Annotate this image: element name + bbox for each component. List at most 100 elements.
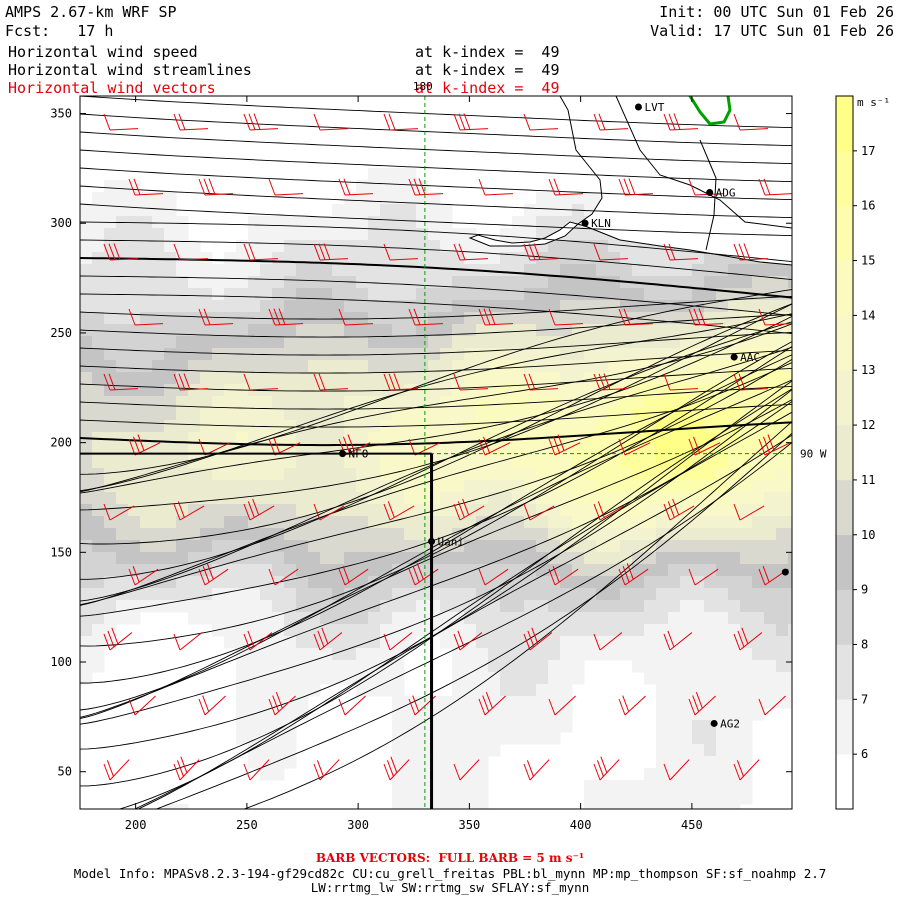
colorbar-bin (836, 370, 853, 426)
wind-barb (688, 436, 721, 456)
field-level-streamlines: at k-index = 49 (415, 61, 560, 79)
plot-frame (79, 95, 793, 810)
colorbar-bin (836, 315, 853, 371)
station-label: Uani (438, 535, 465, 548)
wind-barb (733, 627, 763, 651)
y-tick-label: 350 (50, 107, 72, 121)
wind-barb (103, 373, 138, 391)
colorbar-unit: m s⁻¹ (857, 96, 890, 109)
model-info-physics: LW:rrtmg_lw SW:rrtmg_sw SFLAY:sf_mynn (310, 880, 590, 895)
wind-barb (383, 113, 418, 131)
streamline (243, 421, 792, 809)
wind-barb (593, 373, 628, 391)
streamline (80, 346, 792, 602)
streamline (80, 303, 792, 545)
wind-barb (618, 308, 653, 326)
colorbar-tick-label: 16 (861, 199, 875, 213)
wind-barb (688, 568, 719, 586)
wind-barb (758, 434, 791, 456)
wind-barb (548, 308, 583, 326)
streamline (80, 239, 792, 281)
land-mass (468, 96, 792, 266)
streamline (80, 149, 792, 183)
x-tick-label: 450 (681, 818, 703, 832)
wind-barb (103, 113, 138, 131)
station-label: AG2 (720, 717, 740, 730)
colorbar: 6 7 8 9 10 11 12 13 14 15 16 17 m s⁻¹ (835, 95, 890, 810)
wind-barb (593, 756, 620, 781)
wind-barb (523, 373, 558, 391)
streamline (80, 331, 792, 356)
wind-barb (733, 503, 765, 521)
wind-barb (173, 243, 208, 261)
wind-barb (408, 178, 443, 196)
wind-barb (268, 568, 299, 586)
colorbar-tick-label: 7 (861, 692, 868, 706)
colorbar-tick-label: 8 (861, 637, 868, 651)
wind-barb (338, 308, 373, 326)
wind-barb (478, 178, 513, 196)
wind-barb (198, 695, 226, 716)
y-tick-label: 250 (50, 326, 72, 340)
wind-barb (758, 308, 792, 326)
streamline (80, 313, 792, 492)
y-tick-label: 100 (50, 655, 72, 669)
wind-barb (478, 308, 513, 326)
streamline (80, 421, 792, 447)
wind-barb (313, 503, 345, 521)
colorbar-bin (836, 96, 853, 152)
streamline (133, 442, 792, 809)
wind-barb (733, 113, 768, 131)
wind-barb (663, 498, 695, 521)
wind-barb (313, 113, 348, 131)
wind-barb (173, 373, 208, 391)
wind-barb (478, 568, 509, 586)
streamline (80, 401, 792, 718)
streamline (80, 349, 792, 374)
wind-barb (313, 373, 348, 391)
streamlines (80, 96, 792, 809)
wind-barb (548, 695, 576, 716)
valid-time: Valid: 17 UTC Sun 01 Feb 26 (650, 22, 894, 40)
colorbar-tick-label: 11 (861, 473, 875, 487)
streamline (80, 315, 792, 494)
station-marker: AG2 (710, 717, 740, 730)
wind-barb (593, 243, 628, 261)
ice-shelf-edge (615, 96, 792, 229)
wind-barb (103, 243, 138, 261)
wind-barb (758, 695, 786, 716)
wind-barb (453, 373, 488, 391)
green-contour (688, 96, 732, 126)
wind-barb (243, 113, 278, 131)
y-tick-label: 150 (50, 545, 72, 559)
inland-contour (699, 139, 717, 251)
wind-barb (383, 756, 410, 781)
wind-barb (173, 501, 205, 521)
wind-barb (198, 178, 233, 196)
wind-barb (243, 759, 270, 781)
colorbar-bin (836, 644, 853, 700)
streamline (155, 432, 792, 809)
wind-barb (453, 759, 480, 781)
streamline (80, 385, 792, 410)
wind-barb (383, 373, 418, 391)
colorbar-bin (836, 260, 853, 316)
wind-barb (523, 759, 550, 781)
wind-barb (453, 498, 485, 521)
wind-barb (593, 632, 623, 651)
wind-barb (128, 178, 163, 196)
wind-barb (663, 759, 690, 781)
barb-legend: BARB VECTORS: FULL BARB = 5 m s⁻¹ (315, 851, 585, 865)
wind-barb (663, 113, 698, 131)
wind-barb (173, 632, 203, 651)
field-name-streamlines: Horizontal wind streamlines (8, 61, 252, 79)
streamline (80, 303, 792, 511)
streamline (80, 399, 792, 720)
wind-barb (478, 692, 506, 716)
colorbar-tick-label: 12 (861, 418, 875, 432)
colorbar-tick-label: 17 (861, 144, 875, 158)
wind-barb (268, 178, 303, 196)
wind-barb (523, 627, 553, 651)
field-name-vectors: Horizontal wind vectors (8, 79, 216, 97)
